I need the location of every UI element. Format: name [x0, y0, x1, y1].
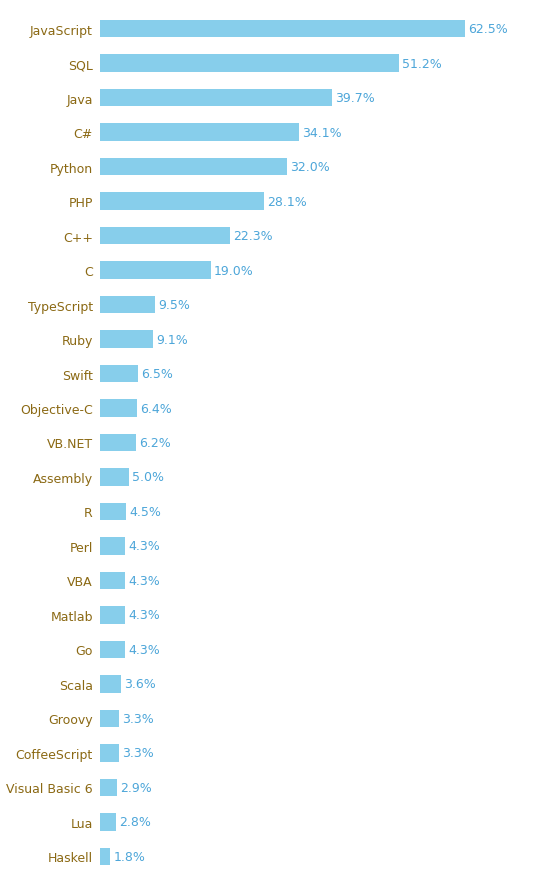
Text: 2.8%: 2.8% [119, 815, 151, 828]
Text: 51.2%: 51.2% [402, 58, 442, 71]
Text: 62.5%: 62.5% [468, 23, 508, 36]
Text: 19.0%: 19.0% [214, 264, 254, 277]
Bar [100, 538, 125, 555]
Bar [100, 744, 119, 762]
Bar [100, 159, 287, 176]
Text: 6.5%: 6.5% [141, 368, 173, 381]
Text: 34.1%: 34.1% [302, 127, 342, 139]
Bar [100, 641, 125, 658]
Bar [100, 124, 299, 142]
Text: 9.1%: 9.1% [156, 333, 188, 346]
Text: 3.3%: 3.3% [122, 712, 154, 725]
Text: 22.3%: 22.3% [233, 229, 273, 243]
Bar [100, 779, 117, 797]
Bar [100, 297, 155, 314]
Bar [100, 675, 121, 693]
Bar [100, 21, 465, 38]
Bar [100, 572, 125, 589]
Text: 28.1%: 28.1% [267, 195, 307, 208]
Bar [100, 365, 138, 383]
Bar [100, 607, 125, 624]
Text: 39.7%: 39.7% [335, 92, 375, 105]
Text: 6.4%: 6.4% [140, 402, 172, 415]
Bar [100, 89, 332, 107]
Bar [100, 55, 399, 73]
Text: 4.3%: 4.3% [128, 540, 160, 553]
Text: 9.5%: 9.5% [158, 299, 190, 312]
Bar [100, 503, 126, 521]
Text: 6.2%: 6.2% [139, 437, 171, 449]
Text: 4.5%: 4.5% [129, 505, 161, 518]
Bar [100, 434, 136, 452]
Text: 4.3%: 4.3% [128, 643, 160, 657]
Bar [100, 331, 153, 348]
Text: 32.0%: 32.0% [290, 161, 330, 174]
Bar [100, 400, 137, 417]
Text: 1.8%: 1.8% [113, 850, 145, 863]
Text: 4.3%: 4.3% [128, 574, 160, 587]
Bar [100, 469, 129, 486]
Bar [100, 262, 211, 279]
Text: 3.3%: 3.3% [122, 747, 154, 759]
Bar [100, 813, 116, 831]
Text: 2.9%: 2.9% [120, 781, 152, 794]
Bar [100, 710, 119, 727]
Bar [100, 848, 110, 865]
Text: 3.6%: 3.6% [124, 678, 155, 691]
Bar [100, 193, 264, 210]
Bar [100, 228, 230, 245]
Text: 5.0%: 5.0% [132, 471, 164, 484]
Text: 4.3%: 4.3% [128, 609, 160, 622]
